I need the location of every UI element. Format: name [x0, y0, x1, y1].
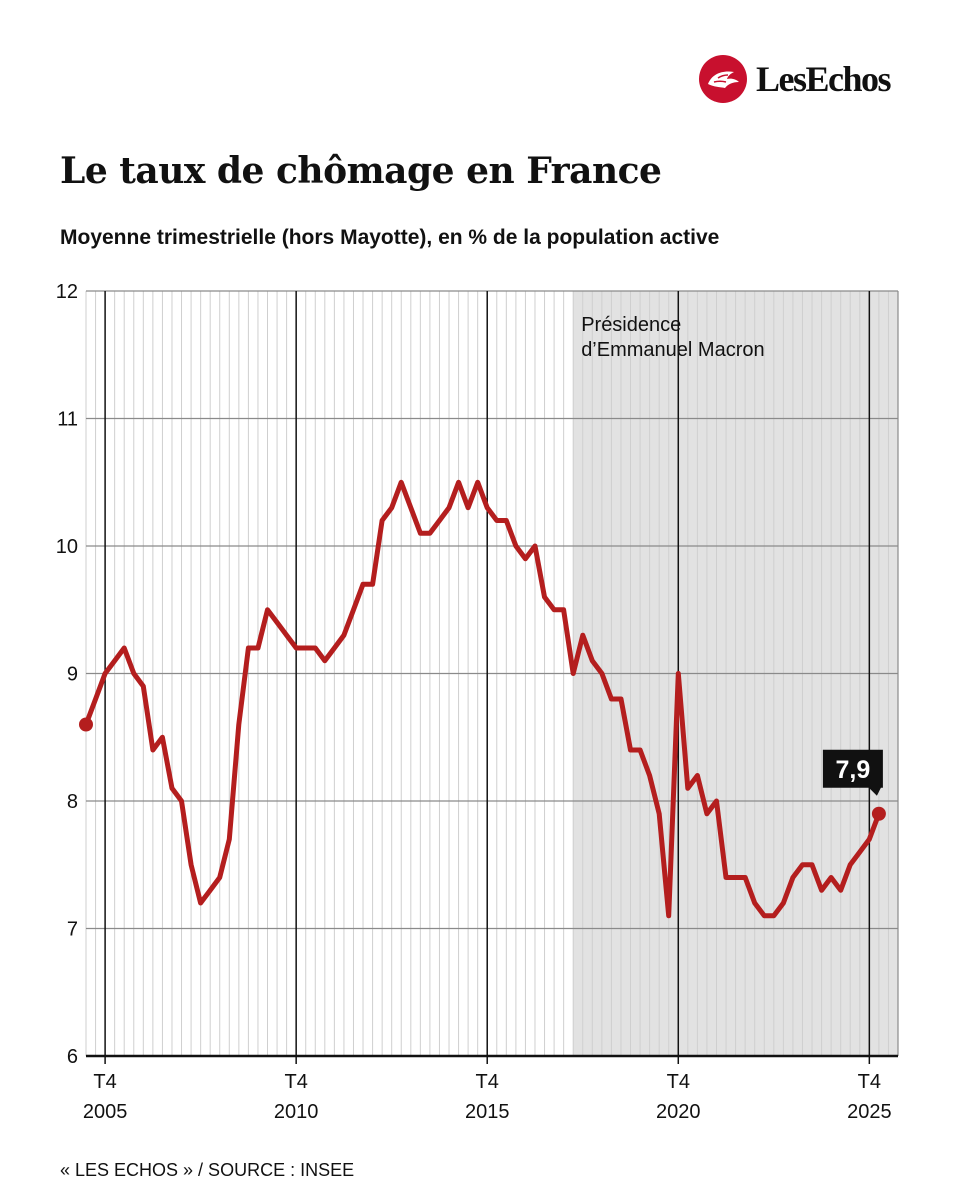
les-echos-logo-icon: [699, 55, 747, 103]
chart-title: Le taux de chômage en France: [60, 150, 662, 192]
x-tick-year-2010: 2010: [274, 1101, 319, 1123]
y-tick-label-10: 10: [56, 536, 78, 558]
first-point-marker: [79, 717, 93, 732]
x-tick-year-2005: 2005: [83, 1101, 128, 1123]
brand-logo: LesEchos: [698, 54, 892, 104]
x-tick-quarter-2005: T4: [93, 1071, 116, 1093]
unemployment-rate-line: [83, 479, 882, 919]
shaded-period-label-line2: d’Emmanuel Macron: [581, 339, 764, 361]
x-tick-quarter-2025: T4: [858, 1071, 881, 1093]
y-tick-label-7: 7: [67, 919, 78, 941]
y-tick-label-12: 12: [56, 281, 78, 303]
chart-subtitle: Moyenne trimestrielle (hors Mayotte), en…: [60, 226, 720, 249]
source-note: « LES ECHOS » / SOURCE : INSEE: [60, 1160, 355, 1180]
y-tick-label-9: 9: [67, 664, 78, 686]
x-tick-quarter-2010: T4: [284, 1071, 307, 1093]
y-tick-label-8: 8: [67, 791, 78, 813]
brand-name: LesEchos: [756, 59, 892, 99]
x-tick-quarter-2015: T4: [476, 1071, 499, 1093]
y-tick-label-11: 11: [57, 409, 78, 431]
last-value-label: 7,9: [836, 756, 871, 784]
last-point-marker: [871, 806, 886, 821]
last-value-badge: [822, 749, 883, 796]
shaded-period-label-line1: Présidence: [581, 314, 681, 336]
x-tick-quarter-2020: T4: [667, 1071, 690, 1093]
x-tick-year-2020: 2020: [656, 1101, 701, 1123]
y-tick-label-6: 6: [67, 1046, 78, 1068]
x-tick-year-2025: 2025: [847, 1101, 892, 1123]
x-tick-year-2015: 2015: [465, 1101, 510, 1123]
